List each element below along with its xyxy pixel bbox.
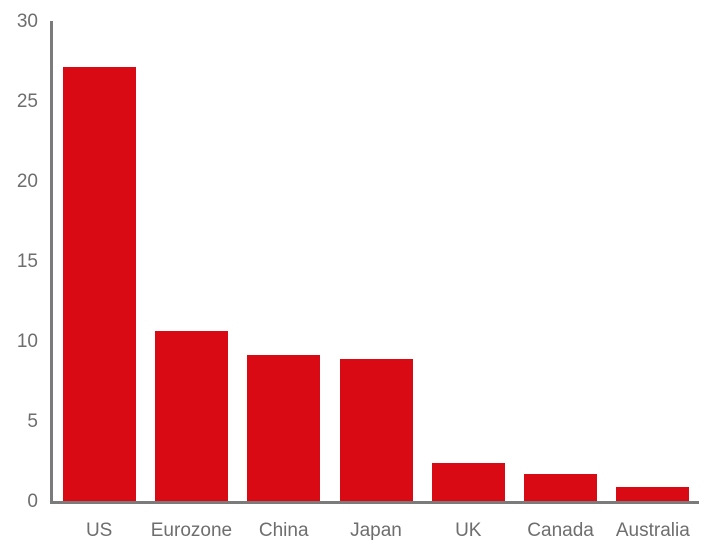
x-category-label-eurozone: Eurozone [150,520,233,541]
bar-canada [524,473,598,501]
y-axis-line [50,21,53,504]
x-category-label-australia: Australia [615,520,690,541]
x-category-label-uk: UK [455,520,482,541]
plot-area [53,22,699,501]
bar-china [247,355,321,501]
y-tick-label-15: 15 [16,251,38,272]
x-category-label-japan: Japan [350,520,402,541]
bar-australia [616,486,690,501]
bar-us [62,67,136,501]
y-tick-label-0: 0 [27,491,38,512]
x-category-label-canada: Canada [527,520,594,541]
x-category-label-us: US [85,520,113,541]
y-tick-label-5: 5 [27,411,38,432]
bar-eurozone [154,331,228,501]
x-category-label-china: China [258,520,309,541]
y-tick-label-10: 10 [16,331,38,352]
y-tick-label-25: 25 [16,91,38,112]
y-tick-label-30: 30 [16,11,38,32]
bar-uk [431,462,505,501]
y-tick-label-20: 20 [16,171,38,192]
x-axis-line [50,501,699,504]
bar-japan [339,358,413,501]
